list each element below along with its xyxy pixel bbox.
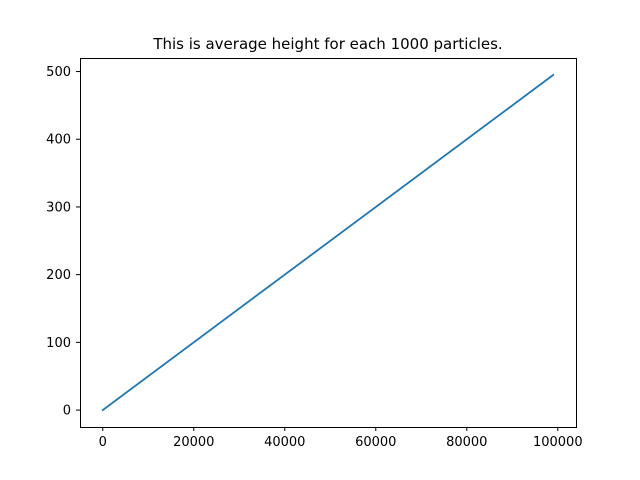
plot-area	[101, 73, 555, 412]
series-line-0	[101, 73, 555, 412]
x-tick-label: 40000	[264, 435, 305, 450]
x-tick-label: 80000	[446, 435, 487, 450]
x-tick-label: 0	[99, 435, 107, 450]
y-tick-label: 500	[46, 65, 71, 80]
x-tick-label: 60000	[355, 435, 396, 450]
x-tick-label: 100000	[533, 435, 583, 450]
y-tick-label: 0	[63, 404, 71, 419]
chart-title: This is average height for each 1000 par…	[152, 35, 502, 53]
y-tick-label: 300	[46, 200, 71, 215]
x-axis: 0 20000 40000 60000 80000 100000	[99, 427, 583, 450]
y-tick-label: 200	[46, 268, 71, 283]
x-tick-label: 20000	[173, 435, 214, 450]
y-tick-label: 100	[46, 336, 71, 351]
y-tick-label: 400	[46, 133, 71, 148]
y-axis: 0 100 200 300 400 500	[46, 65, 80, 419]
axes-frame	[80, 58, 577, 428]
